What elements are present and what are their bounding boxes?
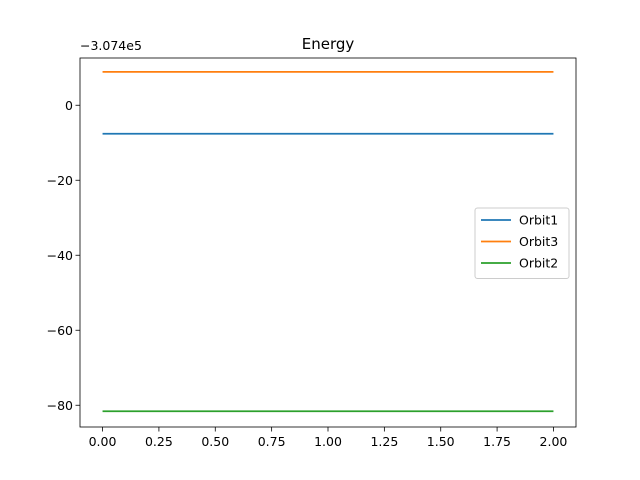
x-tick-label: 1.00 bbox=[314, 434, 342, 449]
y-tick-label: −20 bbox=[47, 173, 73, 188]
legend-label-orbit2: Orbit2 bbox=[519, 256, 558, 271]
y-tick-label: −40 bbox=[47, 248, 73, 263]
legend-label-orbit1: Orbit1 bbox=[519, 213, 558, 228]
series-layer bbox=[102, 70, 554, 413]
x-tick-label: 0.75 bbox=[258, 434, 286, 449]
y-tick-label: −60 bbox=[47, 323, 73, 338]
y-axis: 0 −20 −40 −60 −80 bbox=[47, 98, 80, 413]
legend-label-orbit3: Orbit3 bbox=[519, 234, 558, 249]
x-tick-label: 2.00 bbox=[540, 434, 568, 449]
x-tick-label: 0.25 bbox=[145, 434, 173, 449]
legend-box bbox=[474, 207, 570, 279]
x-tick-label: 1.75 bbox=[483, 434, 511, 449]
y-offset-label: −3.074e5 bbox=[80, 38, 142, 53]
y-tick-label: 0 bbox=[65, 98, 73, 113]
x-tick-label: 1.50 bbox=[427, 434, 455, 449]
x-tick-label: 1.25 bbox=[370, 434, 398, 449]
chart-title: Energy bbox=[302, 35, 355, 53]
x-tick-label: 0.50 bbox=[201, 434, 229, 449]
x-axis: 0.00 0.25 0.50 0.75 1.00 1.25 1.50 1.75 2.00 bbox=[89, 427, 568, 449]
y-tick-label: −80 bbox=[47, 398, 73, 413]
legend: Orbit1 Orbit3 Orbit2 bbox=[474, 207, 570, 279]
x-tick-label: 0.00 bbox=[89, 434, 117, 449]
